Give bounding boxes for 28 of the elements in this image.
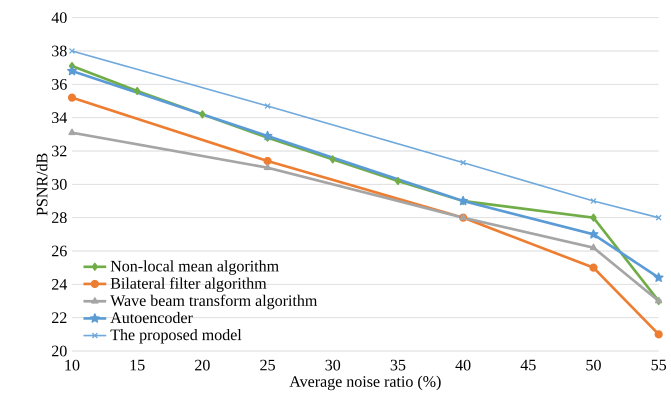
x-tick-label: 50 bbox=[586, 360, 601, 370]
x-tick-label: 25 bbox=[260, 360, 275, 370]
y-tick-label: 22 bbox=[52, 312, 66, 323]
x-tick-label: 45 bbox=[520, 360, 536, 370]
y-tick-label: 32 bbox=[52, 146, 66, 156]
legend-label: Bilateral filter algorithm bbox=[110, 277, 266, 292]
y-tick-label: 24 bbox=[52, 279, 68, 290]
y-tick-label: 30 bbox=[52, 178, 67, 190]
y-tick-label: 38 bbox=[52, 46, 67, 56]
legend-label: Non-local mean algorithm bbox=[110, 260, 279, 275]
x-tick-label: 40 bbox=[455, 360, 470, 370]
x-tick-label: 55 bbox=[652, 360, 666, 370]
legend-label: Autoencoder bbox=[110, 312, 193, 324]
legend-label: Wave beam transform algorithm bbox=[110, 294, 318, 310]
y-tick-label: 34 bbox=[52, 112, 68, 124]
x-tick-label: 20 bbox=[195, 360, 210, 370]
y-tick-label: 26 bbox=[52, 246, 67, 256]
y-tick-label: 40 bbox=[52, 12, 67, 24]
x-tick-label: 35 bbox=[390, 360, 406, 370]
x-axis-title: Average noise ratio (%) bbox=[289, 376, 441, 390]
y-tick-label: 36 bbox=[52, 78, 67, 90]
x-tick-label: 30 bbox=[326, 360, 340, 370]
y-tick-label: 20 bbox=[52, 346, 67, 356]
x-tick-label: 15 bbox=[130, 360, 145, 370]
y-tick-label: 28 bbox=[52, 212, 67, 224]
legend-label: The proposed model bbox=[110, 328, 242, 344]
x-tick-label: 10 bbox=[65, 360, 80, 370]
y-axis-title: PSNR/dB bbox=[36, 154, 48, 216]
